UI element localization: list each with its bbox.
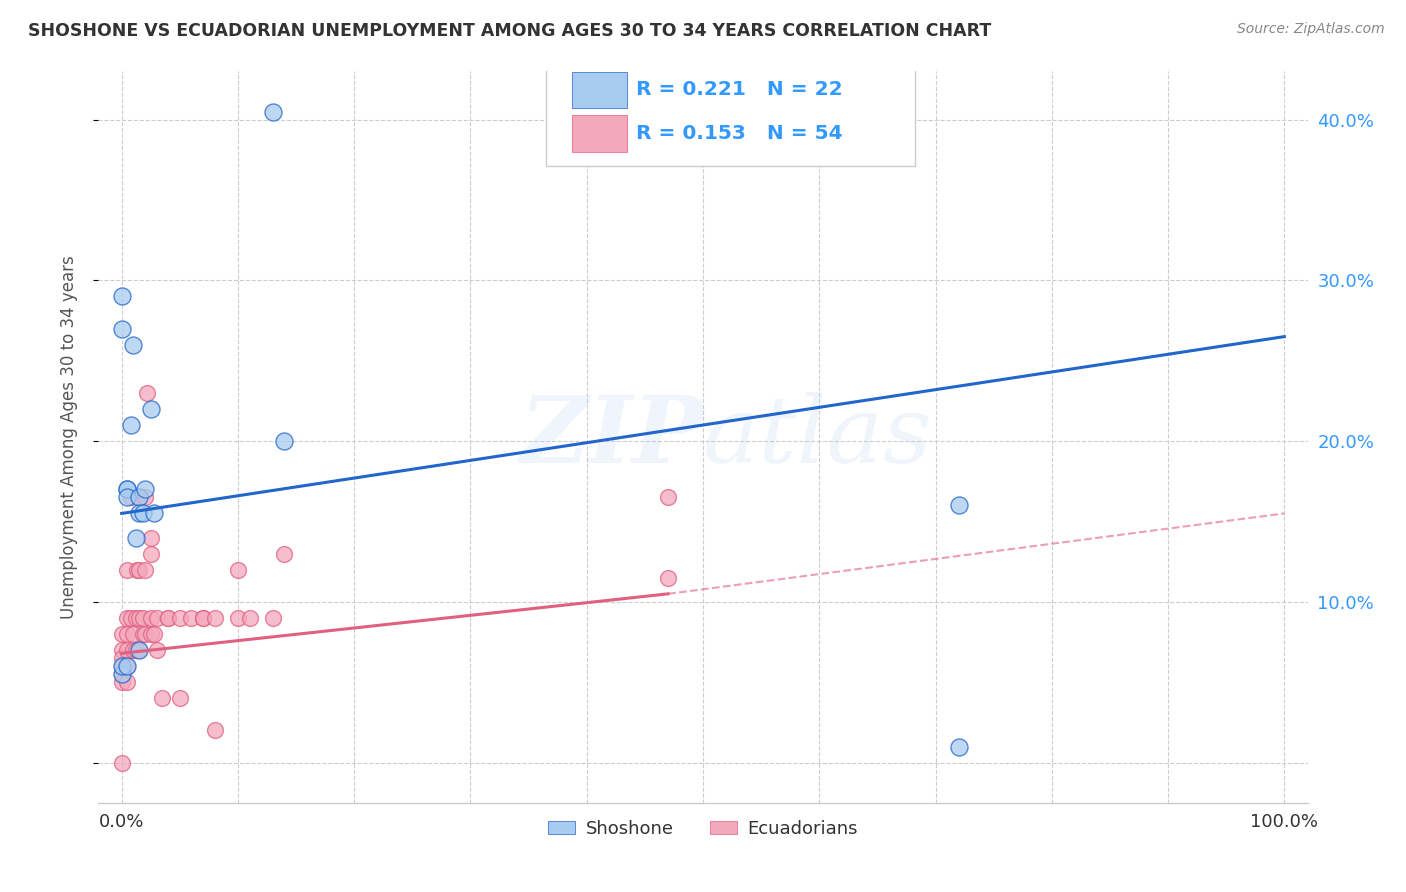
Text: R = 0.221   N = 22: R = 0.221 N = 22 <box>637 80 844 99</box>
Point <box>111 289 134 303</box>
Point <box>128 611 150 625</box>
FancyBboxPatch shape <box>546 57 915 167</box>
Point <box>122 627 145 641</box>
Point <box>111 675 134 690</box>
Point <box>120 611 142 625</box>
Point <box>111 321 134 335</box>
Point <box>239 611 262 625</box>
Point <box>128 563 150 577</box>
Point <box>117 659 139 673</box>
Point <box>657 491 679 505</box>
Point <box>111 667 134 681</box>
Point <box>191 611 214 625</box>
Point <box>273 547 295 561</box>
Point <box>124 611 146 625</box>
Point <box>191 611 214 625</box>
Text: atlas: atlas <box>703 392 932 482</box>
Point <box>134 563 156 577</box>
Point <box>131 611 153 625</box>
Point <box>117 611 139 625</box>
Point <box>124 643 146 657</box>
Point <box>139 611 162 625</box>
Legend: Shoshone, Ecuadorians: Shoshone, Ecuadorians <box>540 813 866 845</box>
Point <box>131 627 153 641</box>
Point <box>139 531 162 545</box>
Point <box>111 651 134 665</box>
Point <box>124 531 146 545</box>
Point <box>111 756 134 770</box>
Point <box>111 627 134 641</box>
Point <box>117 483 139 497</box>
Point <box>150 691 173 706</box>
Point <box>143 627 166 641</box>
Point <box>128 507 150 521</box>
Point <box>273 434 295 449</box>
Point <box>117 483 139 497</box>
Text: SHOSHONE VS ECUADORIAN UNEMPLOYMENT AMONG AGES 30 TO 34 YEARS CORRELATION CHART: SHOSHONE VS ECUADORIAN UNEMPLOYMENT AMON… <box>28 22 991 40</box>
Point <box>139 547 162 561</box>
Point <box>143 507 166 521</box>
Point <box>145 643 167 657</box>
Point <box>157 611 180 625</box>
Point <box>131 507 153 521</box>
Point <box>128 643 150 657</box>
Point <box>128 643 150 657</box>
Point <box>120 491 142 505</box>
Text: R = 0.153   N = 54: R = 0.153 N = 54 <box>637 124 844 143</box>
Text: ZIP: ZIP <box>519 392 703 482</box>
Point <box>226 563 249 577</box>
Point <box>145 611 167 625</box>
Point <box>111 643 134 657</box>
Point <box>117 563 139 577</box>
Point <box>169 691 191 706</box>
Point <box>128 491 150 505</box>
Y-axis label: Unemployment Among Ages 30 to 34 years: Unemployment Among Ages 30 to 34 years <box>59 255 77 619</box>
FancyBboxPatch shape <box>572 71 627 108</box>
Point <box>226 611 249 625</box>
FancyBboxPatch shape <box>572 115 627 152</box>
Point <box>134 627 156 641</box>
Point <box>948 739 970 754</box>
Point <box>117 675 139 690</box>
Point <box>169 611 191 625</box>
Point <box>157 611 180 625</box>
Point <box>139 627 162 641</box>
Point <box>128 491 150 505</box>
Point <box>122 643 145 657</box>
Point <box>657 571 679 585</box>
Point <box>136 385 159 400</box>
Point <box>262 611 284 625</box>
Point <box>117 643 139 657</box>
Point <box>134 491 156 505</box>
Point <box>117 627 139 641</box>
Point <box>948 499 970 513</box>
Point <box>139 401 162 416</box>
Point <box>120 417 142 432</box>
Point <box>204 723 226 738</box>
Point <box>111 659 134 673</box>
Point <box>125 563 148 577</box>
Point <box>111 667 134 681</box>
Point <box>111 659 134 673</box>
Point <box>134 483 156 497</box>
Point <box>180 611 202 625</box>
Point <box>122 337 145 351</box>
Point <box>204 611 226 625</box>
Point <box>117 659 139 673</box>
Text: Source: ZipAtlas.com: Source: ZipAtlas.com <box>1237 22 1385 37</box>
Point <box>117 491 139 505</box>
Point <box>262 104 284 119</box>
